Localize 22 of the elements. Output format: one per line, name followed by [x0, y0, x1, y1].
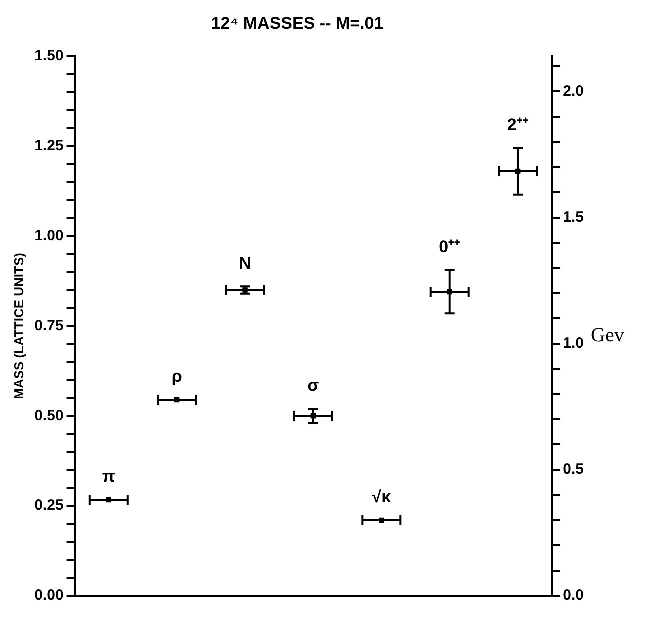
y-tick-label: 0.75 — [34, 317, 64, 334]
y2-tick-label: 2.0 — [563, 82, 584, 100]
series-label: ρ — [172, 367, 182, 386]
y-axis-title: MASS (LATTICE UNITS) — [11, 253, 26, 400]
y2-tick-label: 1.5 — [563, 208, 584, 226]
y2-axis-title: Gev — [591, 324, 624, 346]
series-label: π — [102, 467, 116, 486]
series-label: N — [239, 254, 252, 273]
y2-tick-label: 1.0 — [563, 334, 584, 352]
chart-title: 12⁴ MASSES -- M=.01 — [211, 14, 384, 33]
y-tick-label: 0.50 — [34, 407, 64, 424]
series-label: σ — [308, 376, 320, 396]
y-tick-label: 0.00 — [34, 587, 64, 604]
series-label: √κ — [372, 488, 392, 507]
text: 0⁺⁺ — [439, 238, 461, 257]
y-tick-label: 0.25 — [34, 497, 64, 514]
y-tick-label: 1.25 — [34, 137, 64, 154]
y-tick-label: 1.00 — [34, 227, 64, 244]
y2-tick-label: 0.5 — [563, 461, 584, 478]
y-tick-label: 1.50 — [34, 48, 64, 65]
y2-tick-label: 0.0 — [563, 587, 584, 604]
text: 2⁺⁺ — [507, 115, 529, 134]
